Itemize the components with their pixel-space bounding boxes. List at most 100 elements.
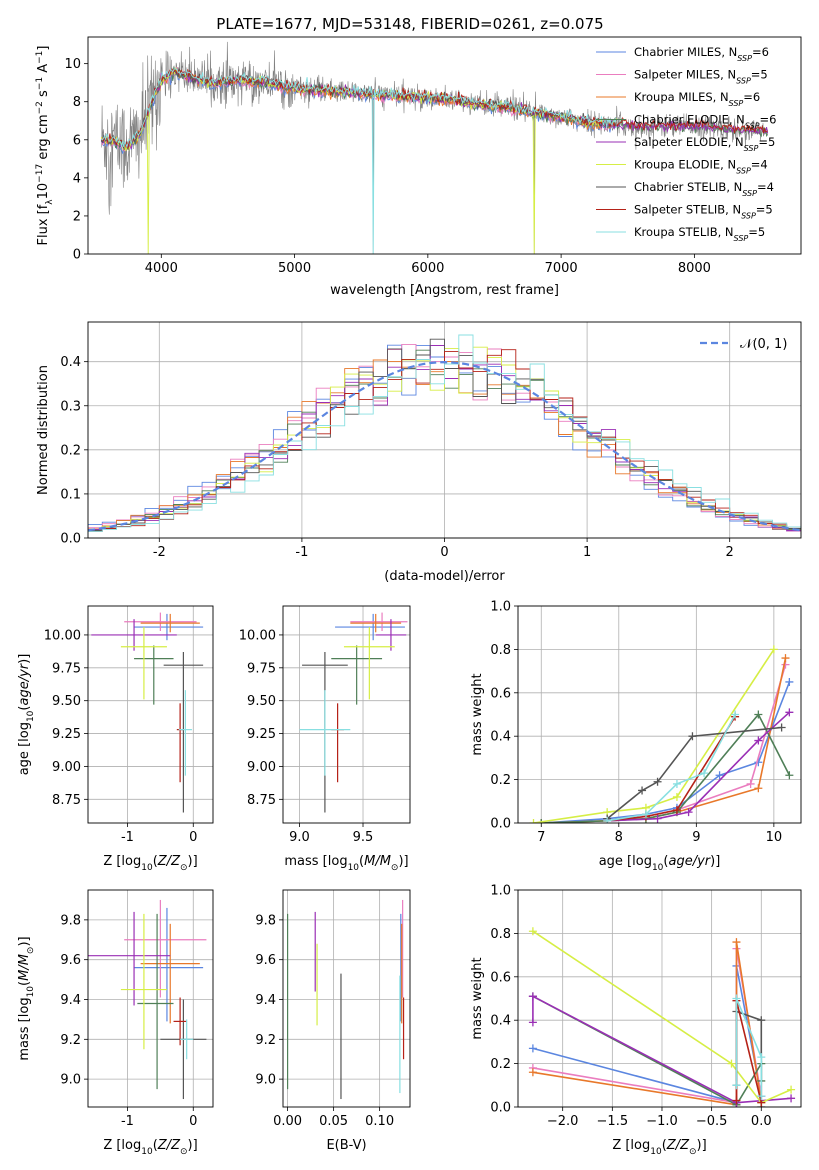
marker-kroupa-elodie [528, 927, 537, 936]
legend-label: Salpeter STELIB, NSSP=5 [634, 203, 773, 221]
y-tick-label: 9.4 [255, 993, 276, 1008]
marker-chabrier-stelib [757, 1016, 766, 1025]
marker-salpeter-miles [746, 779, 755, 788]
spectrum-frame [87, 36, 802, 255]
label-part: ] [36, 46, 51, 51]
marker-salpeter-stelib [672, 805, 681, 814]
label-part: Z/Z [666, 1138, 690, 1153]
legend-text: Chabrier MILES, N [634, 45, 737, 59]
marker-kroupa-stelib [672, 779, 681, 788]
x-tick-label: 9.0 [289, 830, 310, 845]
label-part: ⊙ [391, 863, 399, 873]
line-kroupa-stelib [607, 714, 736, 822]
marker-chabrier-stelib [777, 723, 786, 732]
marker-kroupa-stelib [757, 1092, 766, 1101]
x-tick-label: 2 [726, 545, 734, 560]
y-tick-label: 0.1 [60, 487, 81, 502]
y-tick-label: 0 [73, 248, 81, 263]
y-tick-label: 9.2 [255, 1033, 276, 1048]
figure-title: PLATE=1677, MJD=53148, FIBERID=0261, z=0… [216, 15, 603, 33]
y-tick-label: 10 [64, 57, 81, 72]
label-part: 10 [652, 863, 664, 873]
y-tick-label: 0.2 [60, 443, 81, 458]
mass_vs_EBV-frame [282, 889, 411, 1108]
y-tick-label: 10.00 [239, 628, 276, 643]
massweight_vs_Z-frame [517, 889, 802, 1108]
legend-text: Chabrier ELODIE, N [634, 113, 745, 127]
marker-kroupa-miles [754, 784, 763, 793]
y-tick-label: 9.50 [52, 694, 81, 709]
y-tick-label: 4 [73, 171, 81, 186]
line-chabrier-miles [532, 965, 763, 1104]
label-part: age/yr [17, 662, 32, 705]
label-part: E(B-V) [326, 1138, 366, 1153]
y-tick-label: 0.3 [60, 399, 81, 414]
y-tick-label: 9.50 [247, 694, 276, 709]
y-tick-label: 0.8 [490, 643, 511, 658]
marker-salpeter-elodie [754, 736, 763, 745]
y-tick-label: 9.8 [255, 913, 276, 928]
histogram-kroupa-stelib [88, 334, 801, 535]
marker-kroupa-stelib [731, 710, 740, 719]
x-tick-label: 0 [189, 830, 197, 845]
label-part: ( [17, 981, 32, 986]
label-part: ⊙ [180, 863, 188, 873]
y-tick-label: 0.2 [490, 773, 511, 788]
label-part: A [36, 64, 51, 77]
x-tick-label: 0.05 [319, 1114, 348, 1129]
line-salpeter-elodie [532, 994, 792, 1104]
y-tick-label: 9.4 [60, 993, 81, 1008]
x-tick-label: 10 [766, 830, 783, 845]
legend-suffix: =6 [743, 90, 760, 104]
legend-text: Salpeter ELODIE, N [634, 135, 744, 149]
legend-text: Chabrier STELIB, N [634, 180, 742, 194]
marker-kroupa-stelib [732, 1081, 741, 1090]
y-tick-label: 8.75 [247, 793, 276, 808]
x-tick-label: 0.00 [273, 1114, 302, 1129]
label-part: 10 [141, 1147, 153, 1157]
marker-salpeter-elodie [528, 992, 537, 1001]
label-part: ( [359, 854, 364, 869]
marker-kroupa-miles [528, 1068, 537, 1077]
label-part: ⊙ [689, 1147, 697, 1157]
x-tick-label: 9 [692, 830, 700, 845]
marker-kroupa-stelib [603, 816, 612, 823]
age_vs_mass-points [299, 612, 408, 813]
label-part: age [log [17, 722, 32, 775]
legend-label: Chabrier MILES, NSSP=6 [634, 45, 769, 63]
y-tick-label: 9.25 [52, 727, 81, 742]
marker-kroupa-stelib [757, 1053, 766, 1062]
legend-label: Chabrier STELIB, NSSP=4 [634, 180, 774, 198]
age_vs_mass-frame [282, 605, 411, 824]
line-chabrier-elodie [532, 995, 763, 1106]
label-part: mass [log [17, 997, 32, 1060]
x-tick-label: 0 [189, 1114, 197, 1129]
label-part: age/yr [668, 854, 711, 869]
legend-label: Salpeter MILES, NSSP=5 [634, 68, 768, 86]
label-part: λ [45, 199, 55, 205]
mass_vs_Z-axes: -1 0 9.0 9.2 9.4 9.6 9.8 [60, 890, 213, 1129]
line-kroupa-miles [532, 941, 763, 1106]
legend-text: Kroupa ELODIE, N [634, 158, 736, 172]
line-kroupa-elodie [532, 930, 792, 1104]
legend-suffix: =5 [751, 68, 768, 82]
residuals-frame [87, 321, 802, 539]
label-part: −2 [35, 101, 45, 114]
label-part: ( [17, 706, 32, 711]
legend-subscript: SSP [737, 54, 752, 63]
y-tick-label: 0.6 [490, 686, 511, 701]
marker-kroupa-elodie [672, 792, 681, 801]
massweight_vs_Z-axes: −2.0 −1.5 −1.0 −0.5 0.0 0.0 0.2 0.4 0.6 0.8 1.0 [490, 884, 801, 1129]
label-part: ( [153, 854, 158, 869]
label-part: Z/Z [157, 854, 181, 869]
x-tick-label: −1.5 [597, 1114, 629, 1129]
legend-text: Kroupa STELIB, N [634, 225, 734, 239]
y-tick-label: 1.0 [490, 884, 511, 899]
marker-kroupa-stelib [700, 769, 709, 778]
label-part: Z [log [612, 1138, 650, 1153]
label-part: −1 [35, 77, 45, 90]
age_vs_Z-frame [87, 605, 214, 824]
marker-kroupa-elodie [769, 645, 778, 654]
y-tick-label: 9.00 [52, 760, 81, 775]
